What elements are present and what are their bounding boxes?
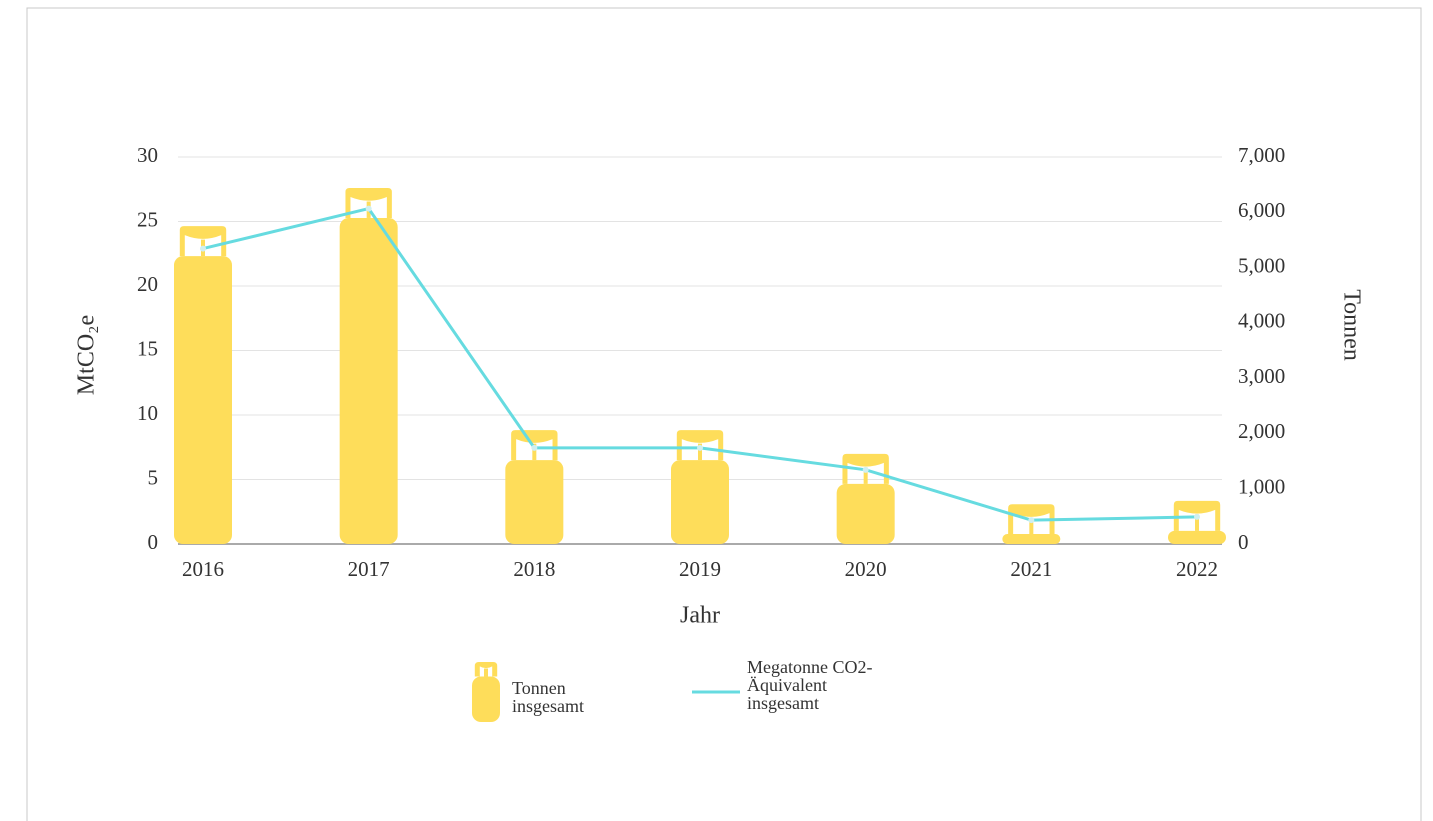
y-tick-label: 25 <box>137 207 158 231</box>
bar <box>836 453 895 544</box>
y2-tick-label: 0 <box>1238 530 1249 554</box>
bar <box>174 226 232 544</box>
line-point <box>862 466 869 473</box>
cylinder-handle <box>842 453 889 484</box>
x-tick-label: 2019 <box>679 557 721 581</box>
y-tick-label: 20 <box>137 272 158 296</box>
cylinder-handle <box>511 430 558 461</box>
y-tick-label: 30 <box>137 143 158 167</box>
frame <box>26 7 1422 821</box>
bar <box>505 430 564 544</box>
line-point <box>697 444 703 451</box>
cylinder-body <box>339 217 398 544</box>
line-point <box>531 444 538 451</box>
cylinder-valve <box>484 668 488 677</box>
cylinder-valve <box>1195 514 1199 531</box>
bar <box>1168 500 1226 544</box>
bar <box>339 187 398 544</box>
y2-axis-title: Tonnen <box>1338 289 1364 361</box>
line-point <box>1194 513 1200 520</box>
cylinder-body <box>174 256 232 544</box>
cylinder-body <box>1168 530 1226 544</box>
y2-tick-label: 5,000 <box>1238 253 1285 277</box>
y2-tick-label: 6,000 <box>1238 198 1285 222</box>
cylinder-valve <box>532 443 537 461</box>
cylinder-handle <box>676 430 724 461</box>
y-tick-label: 0 <box>148 530 159 554</box>
cylinder-body <box>1002 534 1061 544</box>
y-axis-title: MtCO₂e <box>74 315 100 395</box>
cylinder-handle <box>474 662 498 677</box>
x-axis-title: Jahr <box>680 603 720 629</box>
cylinder-body <box>505 460 564 544</box>
bar <box>1002 504 1061 544</box>
x-tick-label: 2018 <box>513 557 555 581</box>
cylinder-handle <box>179 226 227 257</box>
y2-tick-label: 3,000 <box>1238 364 1285 388</box>
x-tick-label: 2016 <box>182 557 224 581</box>
cylinder-valve <box>698 443 702 461</box>
y-tick-label: 5 <box>148 465 159 489</box>
legend-symbol <box>472 662 500 722</box>
legend-label: Tonnen insgesamt <box>512 678 584 716</box>
y2-tick-label: 2,000 <box>1238 419 1285 443</box>
cylinder-handle <box>1173 500 1221 531</box>
line-point <box>1028 517 1035 524</box>
line-point <box>200 245 206 252</box>
cylinder-valve <box>863 467 868 484</box>
cylinder-valve <box>1029 517 1034 535</box>
cylinder-body <box>472 676 500 722</box>
x-tick-label: 2017 <box>348 557 390 581</box>
cylinder-body <box>836 483 895 544</box>
bar <box>671 430 729 544</box>
cylinder-handle <box>1008 504 1055 535</box>
y2-tick-label: 1,000 <box>1238 475 1285 499</box>
y-tick-label: 10 <box>137 401 158 425</box>
cylinder-body <box>671 460 729 544</box>
y-tick-label: 15 <box>137 336 158 360</box>
y2-tick-label: 7,000 <box>1238 143 1285 167</box>
legend-label: Megatonne CO2-Äquivalent insgesamt <box>747 657 873 713</box>
line-point <box>365 205 372 212</box>
x-tick-label: 2021 <box>1010 557 1052 581</box>
x-tick-label: 2022 <box>1176 557 1218 581</box>
x-tick-label: 2020 <box>845 557 887 581</box>
y2-tick-label: 4,000 <box>1238 309 1285 333</box>
cylinder-handle <box>345 187 392 218</box>
